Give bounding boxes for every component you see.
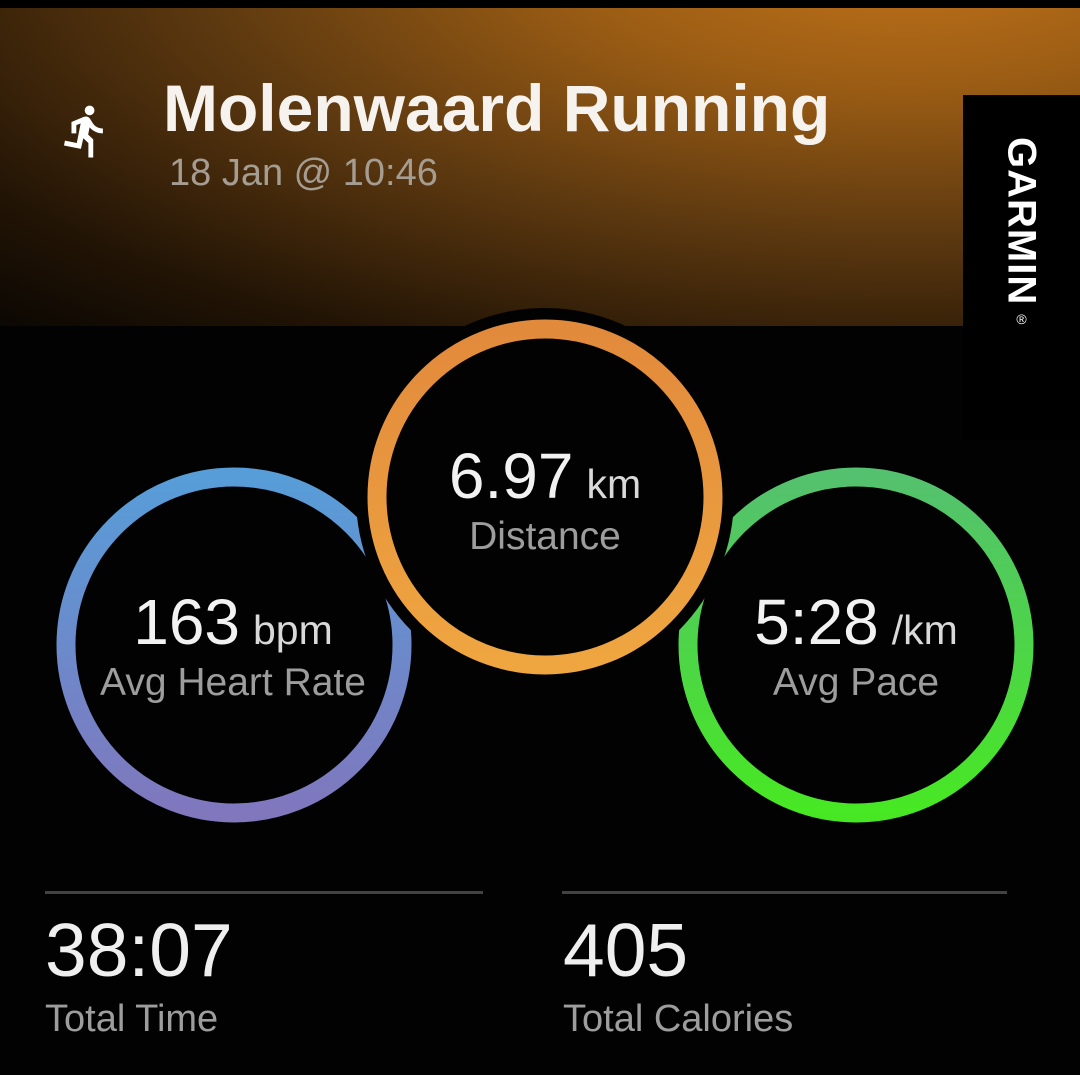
activity-datetime: 18 Jan @ 10:46 bbox=[169, 152, 438, 194]
heart-rate-ring bbox=[56, 467, 412, 823]
total-calories-value: 405 bbox=[563, 908, 689, 992]
total-calories-label: Total Calories bbox=[563, 998, 794, 1040]
activity-title: Molenwaard Running bbox=[163, 71, 831, 145]
distance-unit: km bbox=[586, 461, 642, 507]
pace-metric: 5:28 /km Avg Pace bbox=[754, 590, 958, 702]
total-time-label: Total Time bbox=[45, 998, 219, 1040]
running-activity-icon bbox=[57, 97, 115, 165]
distance-value: 6.97 bbox=[448, 440, 574, 512]
registered-trademark-symbol: ® bbox=[1016, 311, 1027, 328]
heart-rate-value: 163 bbox=[133, 586, 241, 658]
heart-rate-unit: bpm bbox=[253, 607, 333, 653]
pace-ring bbox=[678, 467, 1034, 823]
total-time-divider bbox=[45, 891, 483, 894]
top-black-strip bbox=[0, 0, 1080, 8]
pace-value: 5:28 bbox=[754, 586, 879, 658]
total-time-block: 38:07 Total Time bbox=[45, 908, 233, 1040]
total-calories-divider bbox=[562, 891, 1007, 894]
distance-metric: 6.97 km Distance bbox=[449, 444, 641, 556]
pace-unit: /km bbox=[891, 607, 958, 653]
garmin-logo-box: GARMIN ® bbox=[963, 95, 1080, 440]
header-gradient bbox=[0, 8, 1080, 326]
distance-ring bbox=[367, 319, 723, 675]
pace-label: Avg Pace bbox=[772, 661, 940, 704]
distance-label: Distance bbox=[469, 515, 621, 558]
garmin-wordmark: GARMIN bbox=[999, 137, 1044, 306]
heart-rate-metric: 163 bpm Avg Heart Rate bbox=[100, 590, 366, 702]
heart-rate-label: Avg Heart Rate bbox=[100, 661, 366, 704]
total-time-value: 38:07 bbox=[45, 908, 233, 992]
total-calories-block: 405 Total Calories bbox=[563, 908, 794, 1040]
